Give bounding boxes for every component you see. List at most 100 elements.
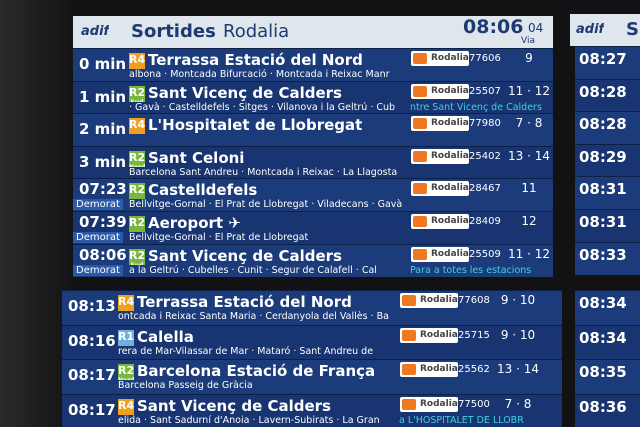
train-number: 25509 (469, 248, 501, 260)
line-code: R2 (118, 364, 134, 377)
departure-time: 08:35 (579, 363, 627, 381)
departure-row: 1 minR2SudSant Vicenç de Calders· Gavà ·… (73, 80, 553, 115)
departure-time: 07:39 (79, 213, 127, 231)
departure-time: 08:31 (579, 180, 627, 199)
departure-time: 08:16 (68, 331, 116, 350)
platform: 11 (521, 181, 537, 196)
line-code: R2 (129, 183, 145, 197)
departure-time: 07:23 (79, 180, 127, 199)
operator: Rodalia (400, 362, 458, 377)
line-code: R4 (129, 118, 145, 132)
departure-time: 08:36 (579, 397, 627, 416)
right-row: 08:34 (575, 290, 640, 326)
platform: 7 · 8 (515, 116, 543, 131)
departure-row: 08:16 R1 Calella rera de Mar-Vilassar de Ma… (62, 324, 562, 360)
operator: Rodalia (411, 51, 469, 66)
platform: 9 (525, 51, 533, 65)
via-stations: Bellvitge-Gornal · El Prat de Llobregat (129, 232, 309, 243)
right-row: 08:29 (575, 143, 640, 178)
title-bold: S (626, 19, 639, 40)
train-number: 25402 (469, 150, 501, 162)
train-number: 77500 (458, 398, 490, 410)
operator: Rodalia (411, 181, 469, 197)
right-row: 08:28 (575, 78, 640, 113)
departure-time: 3 min (79, 152, 127, 171)
operator: Rodalia (411, 83, 469, 99)
train-number: 77606 (469, 53, 501, 64)
line-code: R4 (118, 398, 134, 412)
line-branch: Nord (129, 164, 145, 167)
note: Para a totes les estacions (410, 264, 532, 276)
platform: 12 (521, 214, 537, 228)
operator: Rodalia (411, 246, 469, 262)
train-number: 28409 (469, 216, 501, 227)
right-row: 08:28 (575, 111, 640, 145)
right-row: 08:34 (575, 324, 640, 360)
platform: 13 · 14 (497, 362, 539, 376)
train-number: 77980 (469, 118, 501, 130)
via-stations: albona · Montcada Bifurcació · Montcada … (129, 69, 390, 80)
right-row: 08:36 (575, 393, 640, 427)
operator: Rodalia (400, 293, 458, 308)
departure-row: 07:23 Demorat R2 Castelldefels Bellvitge-Gor… (73, 178, 553, 212)
line-code: R2 (129, 150, 145, 164)
departure-time: 08:31 (579, 213, 627, 231)
destination: Terrassa Estació del Nord (137, 293, 352, 311)
note: a L'HOSPITALET DE LLOBR (399, 414, 524, 426)
operator: Rodalia (411, 148, 469, 164)
line-badge: R4 (118, 295, 134, 311)
operator: Rodalia (411, 214, 469, 229)
departure-time: 08:06 (79, 245, 127, 264)
line-badge: R2 (129, 216, 145, 232)
destination: Terrassa Estació del Nord (148, 51, 363, 69)
departure-time: 08:28 (579, 115, 627, 134)
departure-time: 0 min (79, 55, 127, 73)
line-code: R4 (129, 53, 145, 66)
departure-time: 08:34 (579, 294, 627, 312)
departure-time: 08:13 (68, 297, 116, 315)
line-badge: R4 (129, 118, 145, 135)
line-code: R4 (118, 295, 134, 308)
destination: Sant Vicenç de Calders (148, 246, 342, 265)
platform-heading: Via (521, 36, 535, 46)
platform: 13 · 14 (508, 148, 550, 163)
departure-time: 08:17 (68, 366, 116, 384)
status: Demorat (73, 264, 123, 276)
train-number: 77608 (458, 295, 490, 306)
destination: Calella (137, 327, 194, 346)
clock-seconds: 04 (528, 21, 544, 35)
departure-time: 2 min (79, 120, 127, 139)
platform: 11 · 12 (508, 246, 550, 261)
right-board-header: adif S (570, 14, 640, 46)
line-badge: R2Nord (129, 150, 145, 167)
logo: adif (81, 24, 110, 39)
operator: Rodalia (400, 327, 458, 343)
departure-time: 08:28 (579, 82, 627, 101)
clock: 08:06 (463, 16, 524, 38)
destination: Sant Vicenç de Calders (148, 83, 342, 102)
line-badge: R2 (129, 183, 145, 200)
via-stations: Barcelona Sant Andreu · Montcada i Reixa… (129, 166, 398, 178)
line-branch: Sud (129, 262, 145, 265)
departure-time: 08:33 (579, 245, 627, 264)
right-row: 08:33 (575, 241, 640, 276)
title-bold: Sortides (131, 21, 216, 42)
departure-row: 08:17R2NordBarcelona Estació de FrançaBa… (62, 359, 562, 395)
line-badge: R1 (118, 329, 134, 346)
status: Demorat (73, 232, 123, 243)
train-number: 25715 (458, 329, 490, 341)
line-branch: Nord (118, 378, 134, 381)
destination: Barcelona Estació de França (137, 362, 376, 380)
line-badge: R2Sud (129, 85, 145, 102)
operator: Rodalia (411, 116, 469, 132)
via-stations: a la Geltrú · Cubelles · Cunit · Segur d… (129, 264, 377, 276)
departure-row: 2 min R4 L'Hospitalet de Llobregat Rodalia 7… (73, 113, 553, 147)
departure-time: 08:29 (579, 147, 627, 166)
train-number: 25507 (469, 85, 501, 97)
operator: Rodalia (400, 396, 458, 412)
board-header: adif Sortides Rodalia 08:06 04 Via (73, 16, 553, 48)
right-row: 08:35 (575, 359, 640, 395)
platform: 11 · 12 (508, 83, 550, 98)
